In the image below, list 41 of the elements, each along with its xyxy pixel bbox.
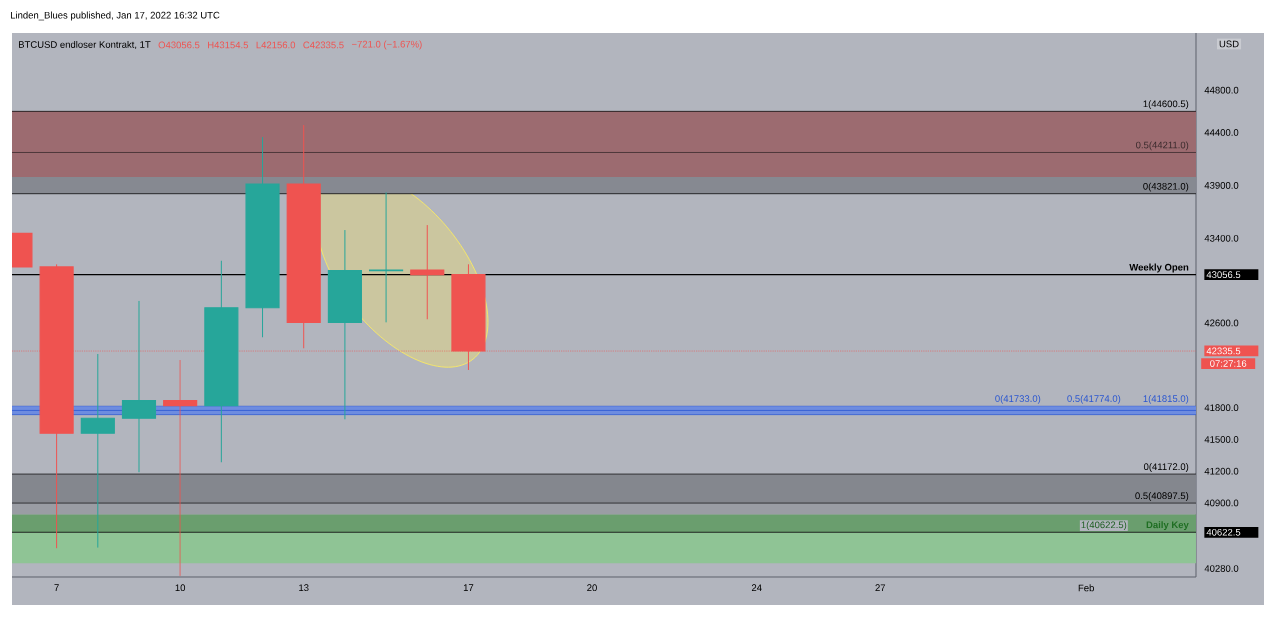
annotation: 1(40622.5) [1081, 521, 1127, 531]
annotation: H43154.5 [208, 41, 249, 49]
y-tick-label: 40622.5 [1206, 528, 1241, 536]
y-tick-label: 44400.0 [1204, 129, 1239, 136]
y-axis-title: USD [1219, 40, 1239, 48]
y-tick-label: 43900.0 [1204, 182, 1239, 189]
x-tick-label: 27 [875, 584, 886, 591]
y-tick-label: 40900.0 [1204, 499, 1239, 507]
y-tick-label: 40280.0 [1204, 565, 1239, 572]
ref-line-label: 0.5(44211.0) [1136, 141, 1189, 151]
annotation: L42156.0 [256, 41, 296, 49]
x-tick-label: 13 [299, 584, 309, 592]
x-tick-label: 7 [54, 584, 59, 591]
y-tick-label: 41500.0 [1204, 436, 1239, 443]
text: 07:27:16 [1210, 360, 1247, 367]
ref-line-label: 1(44600.5) [1143, 100, 1189, 110]
x-tick-label: Feb [1078, 584, 1094, 592]
text: BTCUSD endloser Kontrakt, 1T [18, 40, 151, 50]
y-tick-label: 41200.0 [1204, 467, 1239, 475]
annotation: −721.0 (−1.67%) [351, 40, 422, 50]
chart-title: Linden_Blues published, Jan 17, 2022 16:32 UTC [10, 11, 220, 21]
y-tick-label: 43056.5 [1206, 271, 1241, 279]
y-tick-label: 41800.0 [1204, 404, 1239, 412]
annotation: C42335.5 [303, 41, 344, 49]
ref-line-label: 0.5(41774.0) [1067, 395, 1121, 404]
x-tick-label: 20 [587, 584, 597, 592]
ref-line-label: Daily Key [1146, 521, 1189, 531]
y-tick-label: 42335.5 [1206, 347, 1241, 355]
ref-line-label: 0(43821.0) [1143, 182, 1189, 192]
y-tick-label: 43400.0 [1204, 234, 1239, 242]
y-tick-label: 42600.0 [1204, 319, 1239, 327]
annotation: O43056.5 [158, 41, 200, 49]
ref-line-label: 0(41172.0) [1143, 463, 1189, 472]
x-tick-label: 10 [175, 584, 186, 592]
ref-line-label: 0.5(40897.5) [1135, 492, 1189, 501]
ref-line-label: Weekly Open [1129, 263, 1189, 273]
x-tick-label: 17 [463, 584, 474, 591]
ref-line-label: 0(41733.0) [995, 395, 1041, 404]
y-tick-label: 44800.0 [1204, 86, 1239, 94]
x-tick-label: 24 [751, 584, 762, 591]
ref-line-label: 1(41815.0) [1143, 395, 1189, 404]
